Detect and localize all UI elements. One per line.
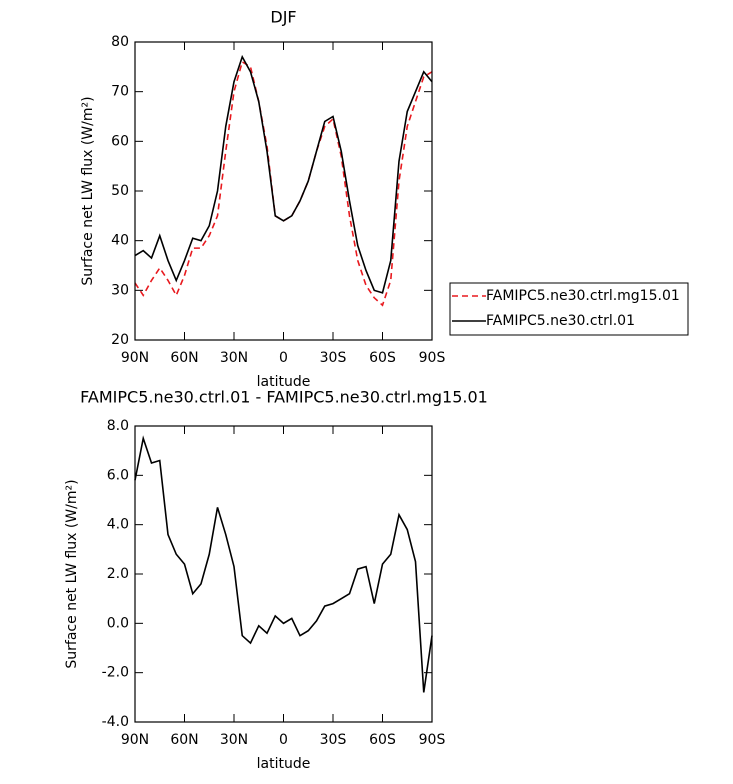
y-tick-label: 30 [111, 282, 129, 298]
y-tick-label: 20 [111, 332, 129, 348]
x-axis-label: latitude [257, 756, 311, 772]
x-tick-label: 60N [170, 732, 198, 748]
x-tick-label: 90S [419, 732, 446, 748]
x-tick-label: 90N [121, 732, 149, 748]
x-tick-label: 0 [279, 350, 288, 366]
legend-label: FAMIPC5.ne30.ctrl.mg15.01 [486, 288, 680, 304]
y-tick-label: 0.0 [107, 615, 129, 631]
chart-title: DJF [270, 8, 296, 27]
x-tick-label: 90S [419, 350, 446, 366]
y-tick-label: -4.0 [102, 714, 129, 730]
x-tick-label: 90N [121, 350, 149, 366]
y-tick-label: 2.0 [107, 566, 129, 582]
data-line [134, 60, 433, 307]
y-tick-label: 40 [111, 233, 129, 249]
y-tick-label: 4.0 [107, 517, 129, 533]
y-axis-label: Surface net LW flux (W/m²) [80, 96, 96, 285]
x-tick-label: 30S [320, 732, 347, 748]
y-tick-label: 50 [111, 183, 129, 199]
plot-frame [134, 425, 433, 723]
x-tick-label: 30S [320, 350, 347, 366]
x-tick-label: 60N [170, 350, 198, 366]
y-tick-label: 70 [111, 84, 129, 100]
x-tick-label: 60S [369, 350, 396, 366]
x-tick-label: 60S [369, 732, 396, 748]
plot-frame [134, 41, 433, 341]
x-tick-label: 0 [279, 732, 288, 748]
y-tick-label: 8.0 [107, 418, 129, 434]
x-tick-label: 30N [220, 350, 248, 366]
y-axis-label: Surface net LW flux (W/m²) [64, 479, 80, 668]
y-tick-label: -2.0 [102, 665, 129, 681]
y-tick-label: 6.0 [107, 467, 129, 483]
x-axis-label: latitude [257, 374, 311, 390]
y-tick-label: 80 [111, 34, 129, 50]
chart-title: FAMIPC5.ne30.ctrl.01 - FAMIPC5.ne30.ctrl… [80, 388, 488, 407]
x-tick-label: 30N [220, 732, 248, 748]
y-tick-label: 60 [111, 133, 129, 149]
data-line [134, 54, 433, 294]
data-line [134, 435, 433, 693]
legend-box [449, 282, 689, 336]
legend-label: FAMIPC5.ne30.ctrl.01 [486, 313, 635, 329]
